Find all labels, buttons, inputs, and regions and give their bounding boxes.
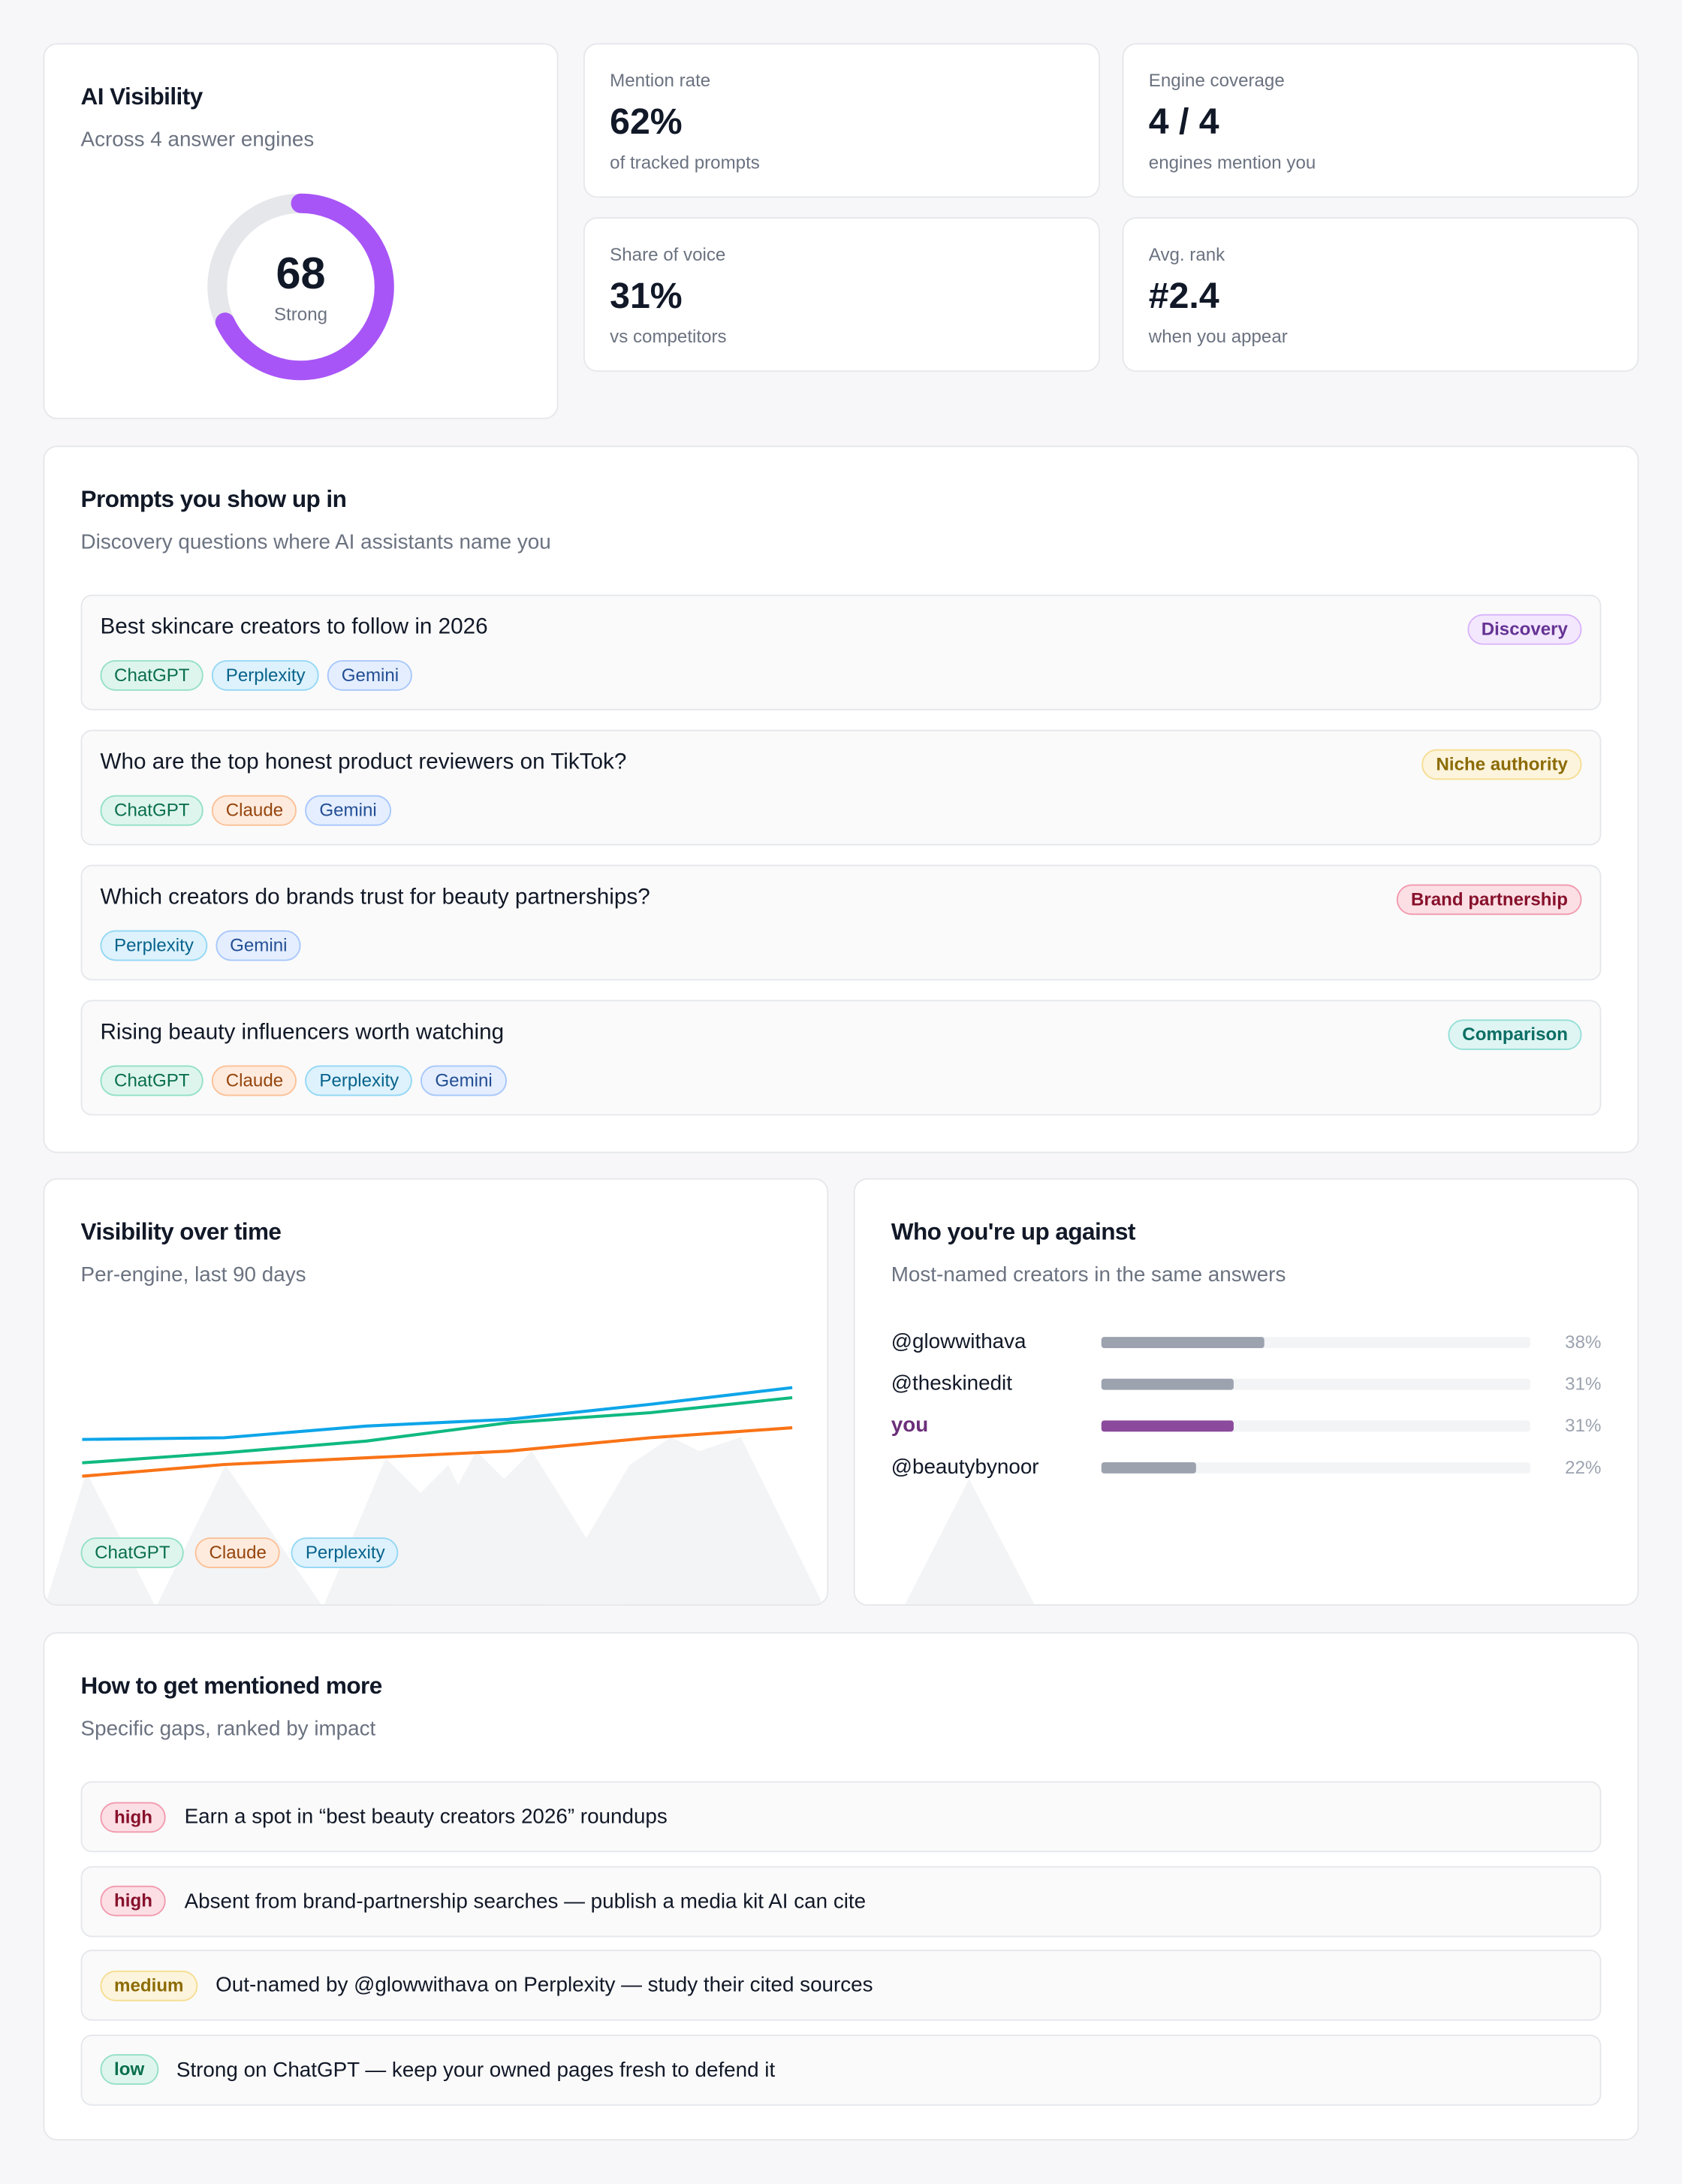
recommendation-text: Out-named by @glowwithava on Perplexity …	[216, 1973, 873, 1998]
competitor-name: you	[891, 1413, 929, 1437]
legend: ChatGPT Claude Perplexity	[80, 1537, 410, 1568]
prompt-question: Which creators do brands trust for beaut…	[100, 885, 650, 909]
priority-badge: low	[100, 2054, 158, 2085]
recommendation-row: medium Out-named by @glowwithava on Perpl…	[80, 1950, 1602, 2021]
card-title: AI Visibility	[80, 83, 203, 110]
metric-label: Avg. rank	[1148, 243, 1225, 265]
engine-chip: ChatGPT	[100, 1065, 204, 1097]
engine-chip: Perplexity	[100, 930, 208, 961]
metric-value: 31%	[610, 274, 683, 316]
metric-card: Share of voice 31% vs competitors	[583, 217, 1100, 373]
recommendation-row: high Absent from brand-partnership search…	[80, 1865, 1602, 1937]
metric-card: Avg. rank #2.4 when you appear	[1122, 217, 1639, 373]
prompt-question: Rising beauty influencers worth watching	[100, 1021, 505, 1045]
metric-card: Mention rate 62% of tracked prompts	[583, 43, 1100, 198]
metric-note: engines mention you	[1148, 152, 1316, 173]
engine-chip: Gemini	[327, 659, 413, 691]
series-line	[82, 1386, 793, 1441]
competitor-name: @theskinedit	[891, 1371, 1012, 1396]
prompt-row: Rising beauty influencers worth watching…	[80, 1000, 1602, 1116]
card-subtitle: Most-named creators in the same answers	[891, 1262, 1286, 1287]
competitor-name: @glowwithava	[891, 1329, 1026, 1354]
bar	[1101, 1378, 1234, 1390]
priority-badge: high	[100, 1801, 167, 1833]
metric-value: 62%	[610, 100, 683, 143]
prompt-row: Best skincare creators to follow in 2026…	[80, 594, 1602, 710]
recommendation-row: low Strong on ChatGPT — keep your owned p…	[80, 2034, 1602, 2105]
card-subtitle: Across 4 answer engines	[80, 128, 315, 152]
priority-badge: medium	[100, 1969, 198, 2001]
engine-chips: ChatGPT Claude Gemini	[100, 795, 399, 826]
metric-value: 4 / 4	[1148, 100, 1219, 143]
value-label: 38%	[1565, 1331, 1602, 1353]
priority-badge: high	[100, 1885, 167, 1917]
competitors-card: Who you're up against Most-named creator…	[853, 1178, 1639, 1606]
score-label: Strong	[274, 303, 328, 325]
background-decoration	[45, 1437, 823, 1605]
legend-item: ChatGPT	[80, 1537, 185, 1568]
engine-chips: ChatGPT Perplexity Gemini	[100, 659, 421, 691]
value-label: 31%	[1565, 1414, 1602, 1436]
metric-card: Engine coverage 4 / 4 engines mention you	[1122, 43, 1639, 198]
prompts-card: Prompts you show up in Discovery questio…	[43, 445, 1639, 1154]
recommendation-text: Absent from brand-partnership searches —…	[184, 1889, 867, 1913]
value-label: 31%	[1565, 1373, 1602, 1395]
card-title: Who you're up against	[891, 1218, 1136, 1245]
prompt-question: Who are the top honest product reviewers…	[100, 750, 627, 774]
bar	[1101, 1337, 1265, 1348]
recommendation-text: Strong on ChatGPT — keep your owned page…	[176, 2057, 776, 2082]
recommendation-row: high Earn a spot in “best beauty creators…	[80, 1781, 1602, 1853]
score-card: AI Visibility Across 4 answer engines 68…	[43, 43, 559, 420]
prompt-tag: Niche authority	[1421, 749, 1582, 780]
value-label: 22%	[1565, 1456, 1602, 1478]
prompt-tag: Comparison	[1448, 1019, 1582, 1051]
metric-note: vs competitors	[610, 325, 727, 347]
metric-label: Share of voice	[610, 243, 726, 265]
score-gauge	[207, 193, 394, 381]
engine-chip: ChatGPT	[100, 795, 204, 826]
engine-chip: Claude	[212, 1065, 297, 1097]
prompt-row: Which creators do brands trust for beaut…	[80, 864, 1602, 981]
bar	[1101, 1462, 1196, 1474]
visibility-card: Visibility over time Per-engine, last 90…	[43, 1178, 829, 1606]
engine-chips: ChatGPT Claude Perplexity Gemini	[100, 1065, 515, 1097]
card-title: How to get mentioned more	[80, 1673, 383, 1700]
engine-chip: Claude	[212, 795, 297, 826]
card-subtitle: Discovery questions where AI assistants …	[80, 530, 551, 555]
metric-label: Mention rate	[610, 69, 711, 91]
score-value: 68	[276, 248, 326, 298]
gauge-arc	[207, 193, 394, 381]
series-line	[82, 1425, 793, 1478]
bar	[1101, 1420, 1234, 1432]
engine-chips: Perplexity Gemini	[100, 930, 310, 961]
background-decoration	[905, 1479, 1035, 1605]
prompt-tag: Brand partnership	[1397, 884, 1582, 916]
recommendations-card: How to get mentioned more Specific gaps,…	[43, 1632, 1639, 2141]
metric-note: of tracked prompts	[610, 152, 760, 173]
prompt-question: Best skincare creators to follow in 2026	[100, 615, 488, 640]
recommendation-text: Earn a spot in “best beauty creators 202…	[184, 1805, 668, 1829]
engine-chip: Gemini	[216, 930, 302, 961]
metric-note: when you appear	[1148, 325, 1288, 347]
bar-track	[1101, 1462, 1530, 1474]
competitor-name: @beautybynoor	[891, 1455, 1039, 1480]
prompt-row: Who are the top honest product reviewers…	[80, 729, 1602, 846]
engine-chip: Perplexity	[305, 1065, 413, 1097]
prompt-tag: Discovery	[1467, 614, 1582, 645]
legend-item: Claude	[194, 1537, 281, 1568]
metric-label: Engine coverage	[1148, 69, 1285, 91]
card-title: Prompts you show up in	[80, 486, 347, 513]
card-title: Visibility over time	[80, 1218, 282, 1245]
legend-item: Perplexity	[291, 1537, 399, 1568]
card-subtitle: Per-engine, last 90 days	[80, 1262, 306, 1287]
engine-chip: Perplexity	[212, 659, 320, 691]
metric-value: #2.4	[1148, 274, 1219, 316]
series-line	[82, 1395, 793, 1465]
engine-chip: ChatGPT	[100, 659, 204, 691]
card-subtitle: Specific gaps, ranked by impact	[80, 1717, 376, 1741]
engine-chip: Gemini	[305, 795, 391, 826]
engine-chip: Gemini	[420, 1065, 507, 1097]
